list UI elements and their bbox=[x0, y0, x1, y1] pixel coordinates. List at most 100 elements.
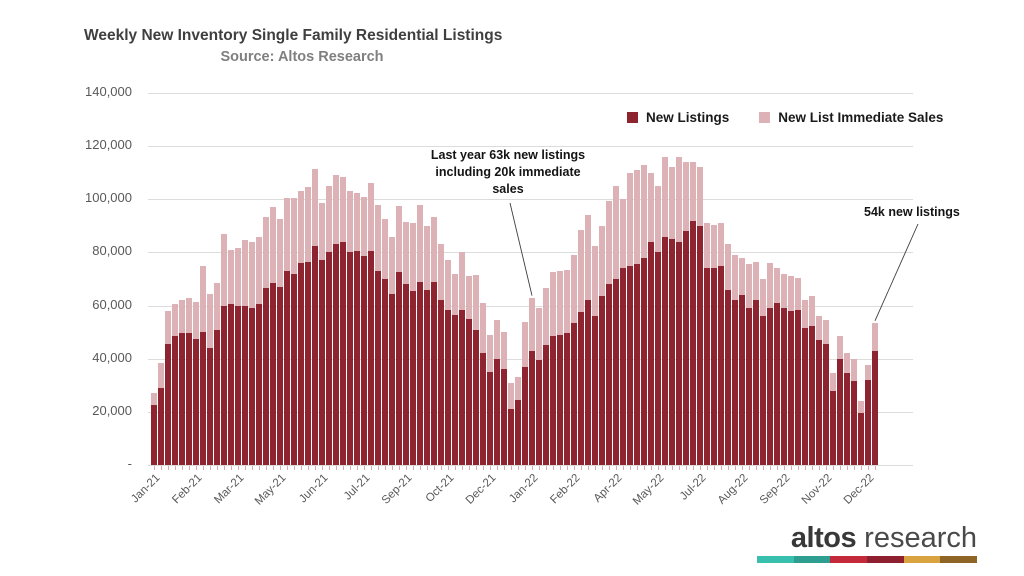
bar-segment-new-listings bbox=[515, 399, 521, 465]
bar-week-89 bbox=[774, 93, 781, 470]
bar-week-37 bbox=[410, 93, 417, 470]
bar-week-23 bbox=[312, 93, 319, 470]
x-axis-tick bbox=[580, 466, 582, 470]
x-axis-tick bbox=[510, 466, 512, 470]
bar-segment-new-listings bbox=[648, 241, 654, 465]
y-axis-tick-label: - bbox=[127, 456, 132, 471]
bar-segment-new-listings bbox=[732, 300, 738, 465]
bar-segment-immediate-sales bbox=[536, 308, 542, 361]
y-axis-tick-label: 140,000 bbox=[85, 84, 132, 99]
bar-segment-new-listings bbox=[704, 268, 710, 465]
bar-segment-immediate-sales bbox=[522, 321, 528, 367]
bar-week-68 bbox=[627, 93, 634, 470]
x-axis-tick bbox=[321, 466, 323, 470]
bar-segment-new-listings bbox=[242, 305, 248, 465]
bar-segment-new-listings bbox=[788, 310, 794, 465]
bar-segment-new-listings bbox=[333, 244, 339, 465]
bar-segment-immediate-sales bbox=[837, 336, 843, 359]
bar-segment-new-listings bbox=[207, 348, 213, 465]
bar-week-8 bbox=[207, 93, 214, 470]
bar-week-34 bbox=[389, 93, 396, 470]
x-axis-tick bbox=[391, 466, 393, 470]
bar-segment-immediate-sales bbox=[718, 223, 724, 266]
x-axis-tick bbox=[545, 466, 547, 470]
bar-week-71 bbox=[648, 93, 655, 470]
bar-segment-new-listings bbox=[151, 405, 157, 465]
x-axis-tick bbox=[573, 466, 575, 470]
bar-segment-new-listings bbox=[445, 309, 451, 465]
bar-week-3 bbox=[172, 93, 179, 470]
annotation-dec21: Last year 63k new listings including 20k… bbox=[398, 147, 618, 198]
x-axis-tick bbox=[503, 466, 505, 470]
x-axis-tick bbox=[335, 466, 337, 470]
x-axis-tick bbox=[846, 466, 848, 470]
bar-week-25 bbox=[326, 93, 333, 470]
x-axis-tick bbox=[818, 466, 820, 470]
logo-band-segment bbox=[867, 556, 904, 563]
bar-segment-immediate-sales bbox=[753, 261, 759, 301]
bar-segment-new-listings bbox=[557, 334, 563, 465]
bar-segment-immediate-sales bbox=[809, 296, 815, 326]
bar-segment-new-listings bbox=[634, 264, 640, 465]
bar-segment-new-listings bbox=[179, 333, 185, 465]
bar-segment-new-listings bbox=[354, 251, 360, 465]
annotation-dec21-line2: including 20k immediate bbox=[435, 165, 581, 179]
bar-segment-new-listings bbox=[844, 373, 850, 465]
bar-segment-new-listings bbox=[627, 265, 633, 465]
x-axis-tick bbox=[671, 466, 673, 470]
bar-segment-new-listings bbox=[578, 312, 584, 465]
bar-segment-new-listings bbox=[599, 296, 605, 465]
logo-band-segment bbox=[830, 556, 868, 563]
bar-week-63 bbox=[592, 93, 599, 470]
bar-week-29 bbox=[354, 93, 361, 470]
x-axis-tick bbox=[657, 466, 659, 470]
bar-segment-immediate-sales bbox=[487, 334, 493, 372]
bar-segment-immediate-sales bbox=[585, 215, 591, 301]
bar-week-48 bbox=[487, 93, 494, 470]
bar-segment-immediate-sales bbox=[277, 219, 283, 287]
x-axis-tick bbox=[447, 466, 449, 470]
bar-week-49 bbox=[494, 93, 501, 470]
bar-segment-new-listings bbox=[550, 336, 556, 465]
bar-segment-immediate-sales bbox=[634, 170, 640, 265]
x-axis-tick bbox=[167, 466, 169, 470]
bar-week-65 bbox=[606, 93, 613, 470]
bar-segment-new-listings bbox=[172, 336, 178, 465]
x-axis-tick bbox=[734, 466, 736, 470]
x-axis-tick bbox=[370, 466, 372, 470]
bar-segment-immediate-sales bbox=[641, 164, 647, 258]
bar-week-46 bbox=[473, 93, 480, 470]
bar-segment-new-listings bbox=[410, 290, 416, 465]
x-axis-tick bbox=[559, 466, 561, 470]
annotation-latest: 54k new listings bbox=[864, 205, 960, 219]
bar-segment-new-listings bbox=[214, 329, 220, 465]
bar-segment-immediate-sales bbox=[844, 353, 850, 374]
bar-segment-immediate-sales bbox=[473, 275, 479, 330]
bar-segment-immediate-sales bbox=[606, 200, 612, 285]
bar-segment-immediate-sales bbox=[298, 191, 304, 264]
x-axis-tick bbox=[433, 466, 435, 470]
bar-segment-new-listings bbox=[459, 309, 465, 465]
x-axis-tick bbox=[153, 466, 155, 470]
bar-week-54 bbox=[529, 93, 536, 470]
bar-segment-immediate-sales bbox=[417, 204, 423, 282]
bar-segment-new-listings bbox=[592, 316, 598, 465]
bar-week-11 bbox=[228, 93, 235, 470]
bar-segment-immediate-sales bbox=[774, 268, 780, 303]
bar-segment-immediate-sales bbox=[214, 283, 220, 330]
y-axis-tick-label: 40,000 bbox=[92, 349, 132, 365]
bar-segment-immediate-sales bbox=[648, 172, 654, 242]
x-axis-tick bbox=[300, 466, 302, 470]
bar-week-12 bbox=[235, 93, 242, 470]
bar-segment-immediate-sales bbox=[291, 197, 297, 274]
bar-week-90 bbox=[781, 93, 788, 470]
gridline bbox=[148, 146, 913, 148]
x-axis-tick bbox=[419, 466, 421, 470]
bar-segment-new-listings bbox=[851, 381, 857, 465]
bar-segment-new-listings bbox=[865, 379, 871, 465]
bar-segment-immediate-sales bbox=[186, 297, 192, 334]
bar-segment-new-listings bbox=[697, 225, 703, 465]
legend-item-immediate-sales: New List Immediate Sales bbox=[759, 110, 943, 125]
x-axis-tick bbox=[531, 466, 533, 470]
bar-segment-new-listings bbox=[816, 340, 822, 465]
